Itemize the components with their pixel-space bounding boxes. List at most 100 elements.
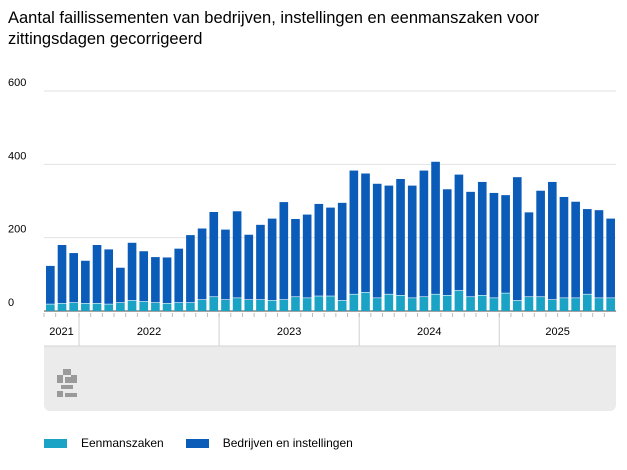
bar-eenmanszaken-27[interactable] bbox=[361, 292, 370, 311]
bar-eenmanszaken-41[interactable] bbox=[524, 297, 534, 311]
legend-item-bedrijven[interactable]: Bedrijven en instellingen bbox=[185, 436, 353, 450]
bar-bedrijven-14[interactable] bbox=[209, 212, 219, 297]
bar-bedrijven-15[interactable] bbox=[221, 229, 230, 300]
bar-eenmanszaken-3[interactable] bbox=[81, 303, 90, 311]
bar-eenmanszaken-15[interactable] bbox=[221, 300, 230, 311]
bar-eenmanszaken-34[interactable] bbox=[442, 295, 452, 311]
bar-eenmanszaken-33[interactable] bbox=[431, 294, 440, 312]
bar-bedrijven-24[interactable] bbox=[326, 207, 335, 296]
bar-bedrijven-33[interactable] bbox=[431, 161, 440, 294]
bar-bedrijven-8[interactable] bbox=[139, 251, 149, 302]
bar-eenmanszaken-2[interactable] bbox=[69, 302, 79, 311]
bar-bedrijven-46[interactable] bbox=[582, 209, 592, 294]
bar-eenmanszaken-26[interactable] bbox=[349, 294, 359, 312]
bar-eenmanszaken-8[interactable] bbox=[139, 301, 149, 311]
legend-item-eenmanszaken[interactable]: Eenmanszaken bbox=[44, 436, 164, 450]
bar-eenmanszaken-38[interactable] bbox=[489, 298, 499, 311]
bar-bedrijven-41[interactable] bbox=[524, 212, 534, 297]
bar-eenmanszaken-44[interactable] bbox=[559, 298, 569, 311]
bar-eenmanszaken-43[interactable] bbox=[547, 300, 557, 311]
bar-eenmanszaken-32[interactable] bbox=[419, 297, 429, 311]
bar-eenmanszaken-48[interactable] bbox=[606, 298, 615, 311]
bar-bedrijven-9[interactable] bbox=[151, 257, 160, 303]
bar-bedrijven-23[interactable] bbox=[314, 203, 324, 296]
bar-eenmanszaken-7[interactable] bbox=[127, 300, 137, 311]
bar-eenmanszaken-1[interactable] bbox=[57, 303, 67, 311]
bar-eenmanszaken-29[interactable] bbox=[384, 294, 394, 312]
bar-bedrijven-6[interactable] bbox=[116, 267, 125, 303]
bar-bedrijven-36[interactable] bbox=[466, 191, 475, 297]
bar-bedrijven-13[interactable] bbox=[197, 228, 207, 300]
bar-bedrijven-18[interactable] bbox=[256, 224, 265, 300]
bar-bedrijven-1[interactable] bbox=[57, 245, 67, 304]
bar-eenmanszaken-20[interactable] bbox=[279, 300, 289, 311]
bar-bedrijven-43[interactable] bbox=[547, 181, 557, 300]
bar-bedrijven-28[interactable] bbox=[372, 183, 382, 298]
bar-eenmanszaken-9[interactable] bbox=[151, 302, 160, 311]
bar-bedrijven-7[interactable] bbox=[127, 242, 137, 301]
bar-bedrijven-5[interactable] bbox=[104, 249, 114, 304]
bar-bedrijven-22[interactable] bbox=[302, 214, 312, 298]
bar-eenmanszaken-16[interactable] bbox=[232, 298, 242, 311]
bar-eenmanszaken-4[interactable] bbox=[92, 303, 102, 311]
bar-bedrijven-16[interactable] bbox=[232, 211, 242, 298]
bar-bedrijven-26[interactable] bbox=[349, 170, 359, 294]
bar-bedrijven-11[interactable] bbox=[174, 248, 184, 303]
bar-eenmanszaken-24[interactable] bbox=[326, 296, 335, 311]
bar-eenmanszaken-10[interactable] bbox=[162, 303, 172, 311]
bar-eenmanszaken-12[interactable] bbox=[186, 302, 195, 311]
bar-eenmanszaken-47[interactable] bbox=[594, 298, 604, 311]
bar-bedrijven-40[interactable] bbox=[512, 177, 522, 301]
bar-bedrijven-44[interactable] bbox=[559, 196, 569, 298]
bar-eenmanszaken-30[interactable] bbox=[396, 295, 405, 311]
bar-eenmanszaken-19[interactable] bbox=[267, 300, 277, 311]
bar-eenmanszaken-18[interactable] bbox=[256, 300, 265, 311]
bar-eenmanszaken-31[interactable] bbox=[407, 298, 417, 311]
bar-eenmanszaken-42[interactable] bbox=[536, 297, 545, 311]
bar-eenmanszaken-22[interactable] bbox=[302, 298, 312, 311]
bar-eenmanszaken-23[interactable] bbox=[314, 296, 324, 311]
bar-eenmanszaken-46[interactable] bbox=[582, 294, 592, 312]
bar-bedrijven-27[interactable] bbox=[361, 173, 370, 293]
bar-bedrijven-47[interactable] bbox=[594, 210, 604, 298]
bar-eenmanszaken-45[interactable] bbox=[571, 298, 580, 311]
bar-eenmanszaken-35[interactable] bbox=[454, 290, 464, 311]
bar-bedrijven-35[interactable] bbox=[454, 174, 464, 291]
bar-bedrijven-34[interactable] bbox=[442, 189, 452, 295]
bar-bedrijven-45[interactable] bbox=[571, 201, 580, 298]
bar-eenmanszaken-36[interactable] bbox=[466, 297, 475, 311]
bar-bedrijven-12[interactable] bbox=[186, 235, 195, 303]
bar-bedrijven-21[interactable] bbox=[291, 218, 300, 297]
bar-eenmanszaken-37[interactable] bbox=[477, 295, 487, 311]
bar-eenmanszaken-6[interactable] bbox=[116, 302, 125, 311]
bar-eenmanszaken-21[interactable] bbox=[291, 297, 300, 311]
bar-eenmanszaken-28[interactable] bbox=[372, 298, 382, 311]
bar-bedrijven-25[interactable] bbox=[337, 202, 347, 301]
bar-bedrijven-32[interactable] bbox=[419, 170, 429, 297]
bar-eenmanszaken-40[interactable] bbox=[512, 300, 522, 311]
bar-bedrijven-10[interactable] bbox=[162, 257, 172, 304]
bar-bedrijven-39[interactable] bbox=[501, 195, 510, 293]
bar-bedrijven-17[interactable] bbox=[244, 234, 254, 300]
bar-eenmanszaken-5[interactable] bbox=[104, 304, 114, 311]
bar-eenmanszaken-14[interactable] bbox=[209, 297, 219, 311]
bar-bedrijven-19[interactable] bbox=[267, 218, 277, 301]
bar-bedrijven-31[interactable] bbox=[407, 185, 417, 298]
bar-bedrijven-3[interactable] bbox=[81, 260, 90, 304]
bar-bedrijven-38[interactable] bbox=[489, 192, 499, 298]
bar-eenmanszaken-11[interactable] bbox=[174, 302, 184, 311]
bar-eenmanszaken-13[interactable] bbox=[197, 300, 207, 311]
bar-bedrijven-30[interactable] bbox=[396, 179, 405, 295]
bar-bedrijven-48[interactable] bbox=[606, 218, 615, 298]
bar-bedrijven-4[interactable] bbox=[92, 245, 102, 304]
bar-eenmanszaken-0[interactable] bbox=[46, 304, 55, 311]
bar-bedrijven-37[interactable] bbox=[477, 181, 487, 295]
bar-bedrijven-29[interactable] bbox=[384, 185, 394, 294]
bar-bedrijven-42[interactable] bbox=[536, 190, 545, 297]
bar-eenmanszaken-39[interactable] bbox=[501, 293, 510, 311]
bar-bedrijven-20[interactable] bbox=[279, 202, 289, 300]
bar-eenmanszaken-25[interactable] bbox=[337, 300, 347, 311]
bar-bedrijven-2[interactable] bbox=[69, 253, 79, 303]
bar-eenmanszaken-17[interactable] bbox=[244, 300, 254, 311]
bar-bedrijven-0[interactable] bbox=[46, 265, 55, 304]
